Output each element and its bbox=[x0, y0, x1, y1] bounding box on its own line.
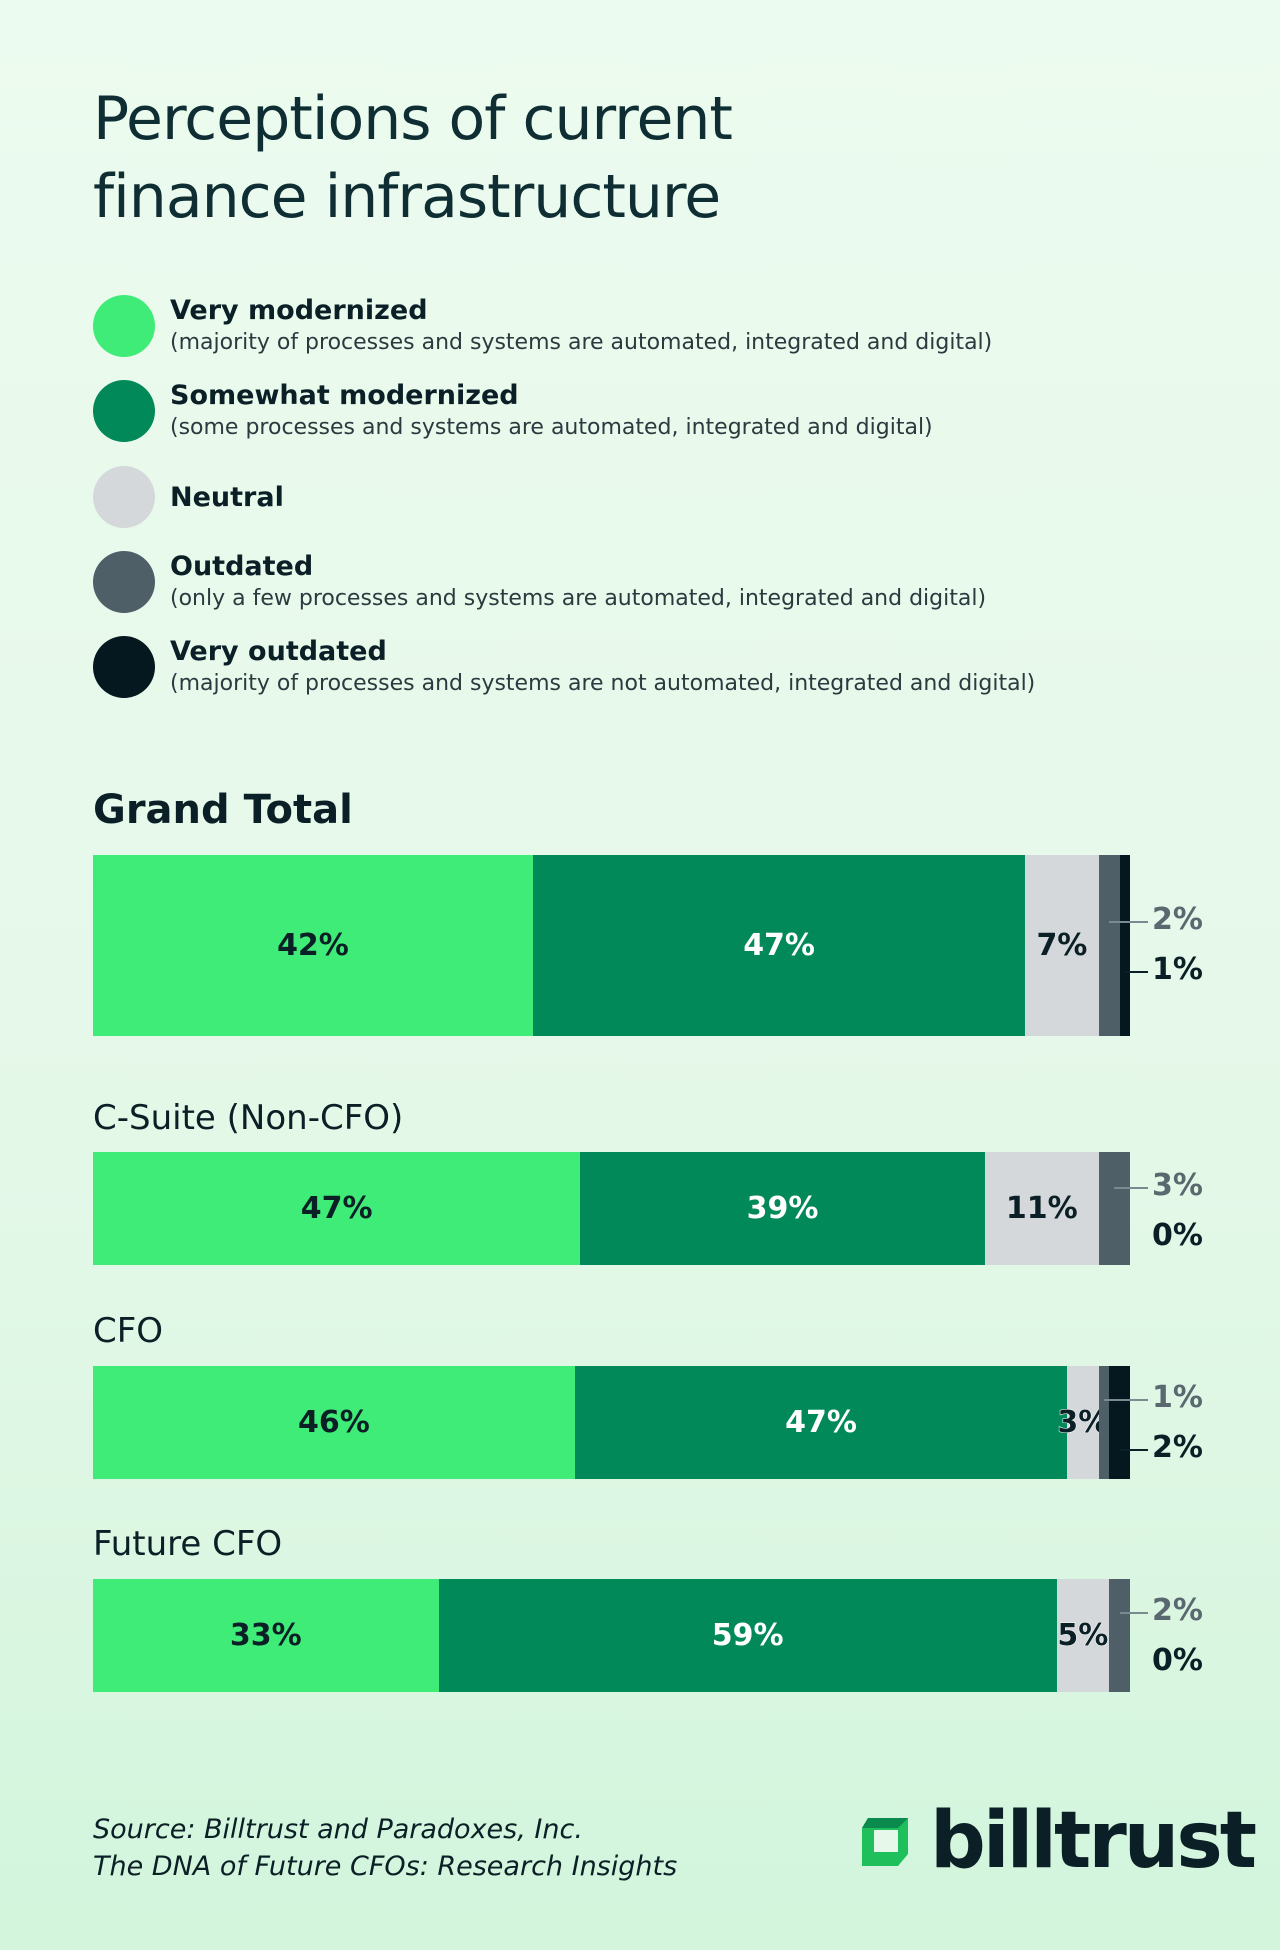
chart-title: Perceptions of current finance infrastru… bbox=[93, 80, 733, 236]
bar-row: 33% 59% 5% bbox=[93, 1579, 1130, 1692]
legend-item-very-modernized: Very modernized (majority of processes a… bbox=[93, 295, 1233, 361]
source-note: Source: Billtrust and Paradoxes, Inc. Th… bbox=[93, 1811, 677, 1885]
data-label: 3% bbox=[1152, 1168, 1203, 1203]
data-label: 0% bbox=[1152, 1643, 1203, 1678]
billtrust-logo: billtrust bbox=[858, 1796, 1257, 1886]
brand-wordmark: billtrust bbox=[930, 1796, 1257, 1886]
title-line-2: finance infrastructure bbox=[93, 162, 721, 232]
bar-segment bbox=[1109, 1579, 1130, 1692]
legend-swatch bbox=[93, 380, 155, 442]
data-label: 47% bbox=[785, 1405, 857, 1440]
bar-segment: 47% bbox=[532, 855, 1026, 1036]
legend-swatch bbox=[93, 636, 155, 698]
legend-swatch bbox=[93, 295, 155, 357]
leader-line bbox=[1103, 1399, 1148, 1401]
data-label: 1% bbox=[1152, 1380, 1203, 1415]
bar-segment: 3% bbox=[1057, 1366, 1109, 1479]
bar-segment: 33% bbox=[93, 1579, 439, 1692]
group-title: CFO bbox=[93, 1311, 164, 1351]
data-label: 2% bbox=[1152, 1593, 1203, 1628]
bar-segment bbox=[1119, 855, 1130, 1036]
bar-segment: 47% bbox=[93, 1152, 581, 1265]
data-label: 33% bbox=[229, 1618, 302, 1653]
legend-swatch bbox=[93, 551, 155, 613]
bar-row: 46% 47% 3% bbox=[93, 1366, 1130, 1479]
bar-segment: 59% bbox=[438, 1579, 1057, 1692]
data-label: 59% bbox=[711, 1618, 784, 1653]
group-title: Grand Total bbox=[93, 787, 353, 833]
data-label: 0% bbox=[1152, 1218, 1203, 1253]
legend-item-neutral: Neutral bbox=[93, 466, 1233, 532]
legend-item-very-outdated: Very outdated (majority of processes and… bbox=[93, 636, 1233, 702]
legend-desc: (majority of processes and systems are a… bbox=[170, 330, 993, 355]
data-label: 39% bbox=[746, 1191, 819, 1226]
data-label: 42% bbox=[277, 928, 349, 963]
bar-row: 47% 39% 11% bbox=[93, 1152, 1130, 1265]
bar-segment: 7% bbox=[1025, 855, 1099, 1036]
bar-segment bbox=[1098, 855, 1120, 1036]
legend-name: Neutral bbox=[170, 482, 284, 513]
bar-segment: 47% bbox=[574, 1366, 1068, 1479]
legend-name: Outdated bbox=[170, 551, 314, 582]
data-label: 1% bbox=[1152, 952, 1203, 987]
legend-desc: (some processes and systems are automate… bbox=[170, 415, 933, 440]
legend-name: Very outdated bbox=[170, 636, 387, 667]
data-label: 2% bbox=[1152, 1430, 1203, 1465]
bar-segment: 39% bbox=[580, 1152, 985, 1265]
bar-segment: 46% bbox=[93, 1366, 575, 1479]
data-label: 11% bbox=[1005, 1191, 1078, 1226]
bar-segment bbox=[1109, 1366, 1130, 1479]
leader-line bbox=[1119, 1612, 1148, 1614]
group-title: Future CFO bbox=[93, 1524, 283, 1564]
legend-desc: (majority of processes and systems are n… bbox=[170, 671, 1036, 696]
legend-item-somewhat-modernized: Somewhat modernized (some processes and … bbox=[93, 380, 1233, 446]
data-label: 46% bbox=[298, 1405, 370, 1440]
bar-segment: 42% bbox=[93, 855, 533, 1036]
legend-item-outdated: Outdated (only a few processes and syste… bbox=[93, 551, 1233, 617]
group-title: C-Suite (Non-CFO) bbox=[93, 1098, 404, 1138]
leader-line bbox=[1124, 971, 1148, 973]
data-label: 5% bbox=[1057, 1618, 1109, 1654]
bar-segment: 11% bbox=[984, 1152, 1099, 1265]
legend-name: Very modernized bbox=[170, 295, 428, 326]
source-line-1: Source: Billtrust and Paradoxes, Inc. bbox=[93, 1814, 583, 1845]
bar-segment: 5% bbox=[1056, 1579, 1110, 1692]
leader-line bbox=[1109, 921, 1148, 923]
data-label: 7% bbox=[1036, 928, 1088, 963]
title-line-1: Perceptions of current bbox=[93, 84, 733, 154]
legend-swatch bbox=[93, 466, 155, 528]
legend-desc: (only a few processes and systems are au… bbox=[170, 586, 987, 611]
bar-row: 42% 47% 7% bbox=[93, 855, 1130, 1036]
data-label: 2% bbox=[1152, 902, 1203, 937]
billtrust-logo-icon bbox=[862, 1818, 908, 1866]
leader-line bbox=[1119, 1449, 1148, 1451]
legend-name: Somewhat modernized bbox=[170, 380, 519, 411]
bar-segment bbox=[1098, 1366, 1110, 1479]
data-label: 47% bbox=[743, 928, 815, 963]
leader-line bbox=[1114, 1187, 1148, 1189]
source-line-2: The DNA of Future CFOs: Research Insight… bbox=[93, 1851, 678, 1882]
bar-segment bbox=[1098, 1152, 1130, 1265]
data-label: 47% bbox=[300, 1191, 373, 1226]
